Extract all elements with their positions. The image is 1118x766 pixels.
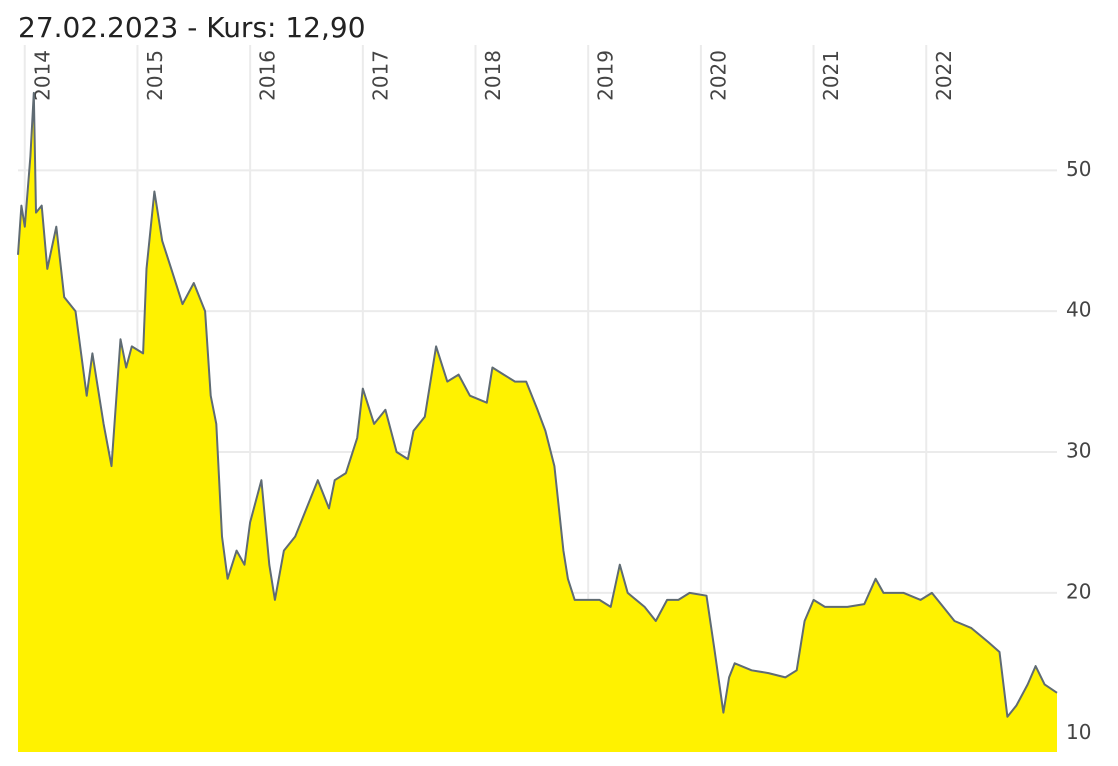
y-tick-label: 30 [1066, 439, 1091, 463]
x-tick-label: 2020 [706, 50, 730, 101]
x-tick-label: 2022 [932, 50, 956, 101]
x-tick-label: 2019 [594, 50, 618, 101]
y-tick-label: 20 [1066, 579, 1091, 603]
x-tick-label: 2021 [819, 50, 843, 101]
line [17, 91, 1058, 718]
x-tick-label: 2018 [481, 50, 505, 101]
y-tick-label: 50 [1066, 157, 1091, 181]
x-tick-label: 2017 [368, 50, 392, 101]
x-tick-label: 2016 [256, 50, 280, 101]
x-tick-label: 2015 [143, 50, 167, 101]
y-tick-label: 10 [1066, 720, 1091, 744]
area [18, 92, 1057, 752]
y-tick-label: 40 [1066, 298, 1091, 322]
chart-title: 27.02.2023 - Kurs: 12,90 [18, 11, 366, 44]
